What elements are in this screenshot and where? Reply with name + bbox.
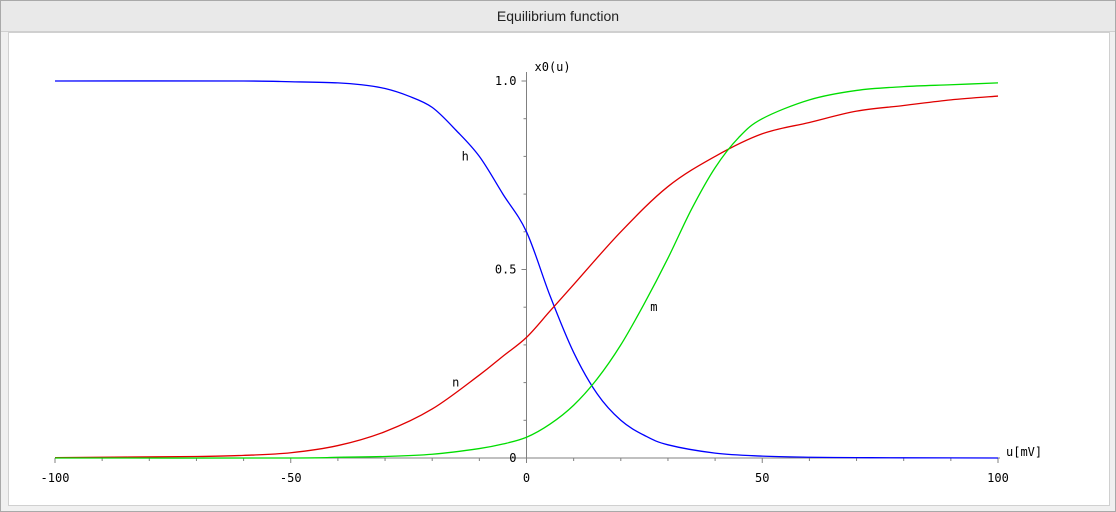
axes-group <box>55 72 1000 459</box>
x-tick-label: 100 <box>987 471 1009 485</box>
series-label-n: n <box>452 376 459 390</box>
x-tick-label: -100 <box>41 471 70 485</box>
y-tick-label: 0 <box>509 451 516 465</box>
x-tick-label: 0 <box>523 471 530 485</box>
series-line-m <box>54 82 999 459</box>
plot-area <box>8 32 1110 506</box>
labels-group: x0(u) u[mV] <box>535 60 1043 459</box>
series-group: h n m <box>54 80 999 459</box>
x-axis-label: u[mV] <box>1006 445 1042 459</box>
x-tick-label: 50 <box>755 471 769 485</box>
y-tick-label: 1.0 <box>495 74 517 88</box>
series-label-h: h <box>462 149 469 163</box>
y-axis-label: x0(u) <box>535 60 571 74</box>
window-title: Equilibrium function <box>496 8 620 24</box>
series-label-m: m <box>650 300 657 314</box>
y-tick-label: 0.5 <box>495 263 517 277</box>
series-line-h <box>54 80 999 459</box>
ticks-group: -100 -50 0 50 100 0 0.5 1.0 <box>41 74 1009 485</box>
x-tick-label: -50 <box>280 471 302 485</box>
window-titlebar: Equilibrium function <box>1 1 1115 32</box>
series-line-n <box>54 95 999 459</box>
